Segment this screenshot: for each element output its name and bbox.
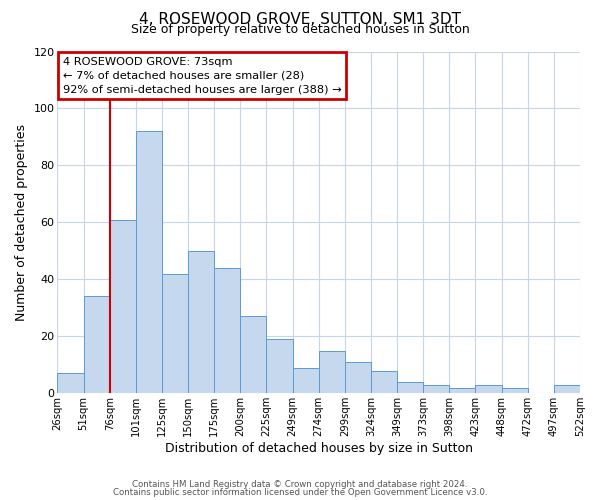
X-axis label: Distribution of detached houses by size in Sutton: Distribution of detached houses by size … xyxy=(165,442,473,455)
Text: Size of property relative to detached houses in Sutton: Size of property relative to detached ho… xyxy=(131,22,469,36)
Bar xyxy=(371,370,397,394)
Text: Contains public sector information licensed under the Open Government Licence v3: Contains public sector information licen… xyxy=(113,488,487,497)
Bar xyxy=(110,220,136,394)
Y-axis label: Number of detached properties: Number of detached properties xyxy=(15,124,28,321)
Bar xyxy=(345,362,371,394)
Bar xyxy=(266,339,293,394)
Bar xyxy=(293,368,319,394)
Bar xyxy=(214,268,241,394)
Text: 4, ROSEWOOD GROVE, SUTTON, SM1 3DT: 4, ROSEWOOD GROVE, SUTTON, SM1 3DT xyxy=(139,12,461,28)
Bar xyxy=(397,382,423,394)
Bar xyxy=(423,384,449,394)
Text: Contains HM Land Registry data © Crown copyright and database right 2024.: Contains HM Land Registry data © Crown c… xyxy=(132,480,468,489)
Bar xyxy=(162,274,188,394)
Bar xyxy=(554,384,580,394)
Bar xyxy=(319,350,345,394)
Bar xyxy=(83,296,110,394)
Text: 4 ROSEWOOD GROVE: 73sqm
← 7% of detached houses are smaller (28)
92% of semi-det: 4 ROSEWOOD GROVE: 73sqm ← 7% of detached… xyxy=(62,56,341,94)
Bar xyxy=(475,384,502,394)
Bar xyxy=(136,132,162,394)
Bar xyxy=(502,388,528,394)
Bar xyxy=(241,316,266,394)
Bar xyxy=(188,251,214,394)
Bar xyxy=(58,374,83,394)
Bar xyxy=(449,388,475,394)
